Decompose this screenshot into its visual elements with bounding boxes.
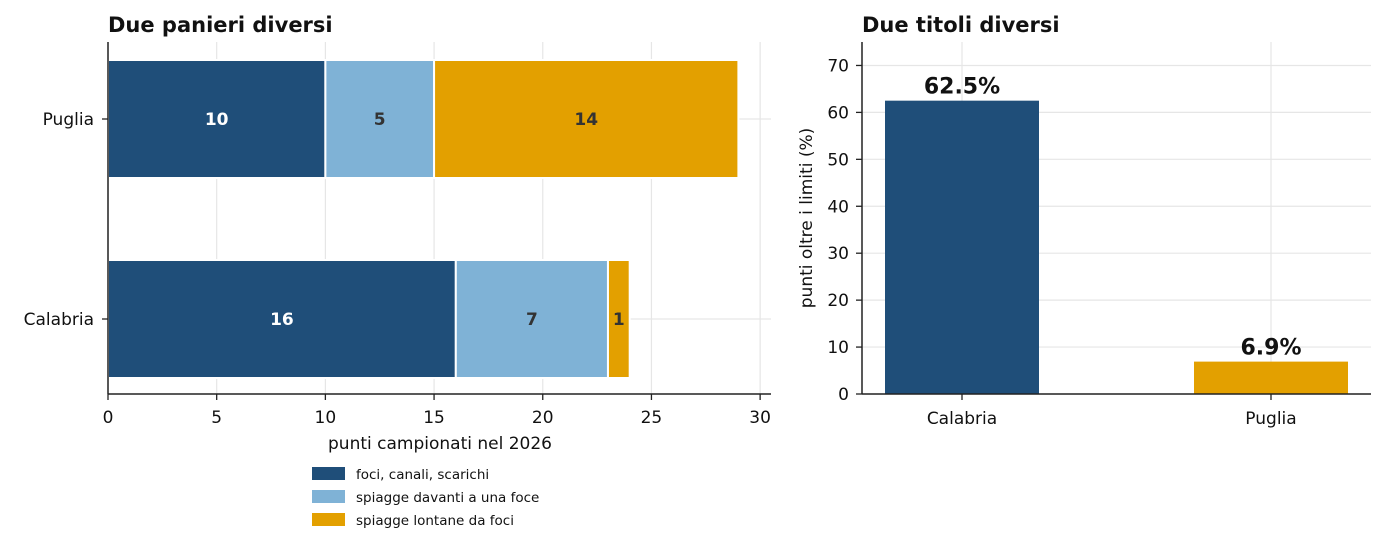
left-chart-segment-label: 16 [270,310,294,330]
left-chart-bar-segment [433,59,740,179]
legend-swatch [312,467,345,480]
left-chart-x-tick-label: 10 [315,408,337,428]
left-chart-x-tick-label: 5 [211,408,222,428]
left-chart-bar-segment [107,59,327,179]
legend-label: foci, canali, scarichi [356,467,489,483]
left-chart-y-ticks: Calabria Puglia [24,110,108,330]
left-chart-segment-label: 5 [374,110,386,130]
legend-label: spiagge lontane da foci [356,513,514,529]
right-chart-y-ticks: 0 10 20 30 40 50 60 70 [827,56,862,405]
legend-swatch [312,490,345,503]
left-chart-bars: 16 7 1 10 5 14 [107,59,740,379]
right-chart-x-tick-label: Puglia [1245,409,1296,429]
left-chart-x-tick-label: 25 [641,408,663,428]
left-chart-y-tick-label: Calabria [24,310,94,330]
right-chart: Due titoli diversi 62.5% 6.9% Calabria Pug… [797,13,1371,429]
right-chart-x-ticks: Calabria Puglia [927,394,1297,429]
right-chart-bar-value-label: 62.5% [924,75,1000,100]
right-chart-y-tick-label: 10 [827,338,849,358]
left-chart-segment-label: 1 [613,310,625,330]
right-chart-y-tick-label: 60 [827,103,849,123]
left-chart-x-ticks: 0 5 10 15 20 25 30 [103,394,771,428]
right-chart-y-tick-label: 70 [827,56,849,76]
right-chart-bars: 62.5% 6.9% [885,75,1348,395]
left-chart-segment-label: 14 [574,110,598,130]
left-chart-bar-segment [454,259,609,379]
left-chart-y-tick-label: Puglia [43,110,94,130]
left-chart-x-tick-label: 30 [749,408,771,428]
right-chart-y-tick-label: 20 [827,291,849,311]
left-chart: Due panieri diversi 16 7 1 10 5 14 0 5 10 15 20 25… [24,13,771,529]
left-chart-title: Due panieri diversi [108,13,333,37]
left-chart-segment-label: 7 [526,310,538,330]
left-chart-bar-segment [324,59,436,179]
right-chart-y-axis-label: punti oltre i limiti (%) [797,128,817,308]
left-chart-legend: foci, canali, scarichi spiagge davanti a … [312,467,539,529]
right-chart-y-tick-label: 30 [827,244,849,264]
left-chart-x-tick-label: 20 [532,408,554,428]
right-chart-title: Due titoli diversi [862,13,1060,37]
left-chart-bar-segment [606,259,631,379]
right-chart-y-tick-label: 0 [838,385,849,405]
right-chart-bar [885,100,1039,395]
right-chart-bar [1194,361,1348,394]
legend-label: spiagge davanti a una foce [356,490,539,506]
right-chart-y-tick-label: 50 [827,150,849,170]
right-chart-y-tick-label: 40 [827,197,849,217]
right-chart-x-tick-label: Calabria [927,409,997,429]
left-chart-x-axis-label: punti campionati nel 2026 [328,434,552,454]
legend-swatch [312,513,345,526]
left-chart-x-tick-label: 15 [423,408,445,428]
right-chart-bar-value-label: 6.9% [1240,336,1301,361]
left-chart-segment-label: 10 [205,110,229,130]
left-chart-x-tick-label: 0 [103,408,114,428]
